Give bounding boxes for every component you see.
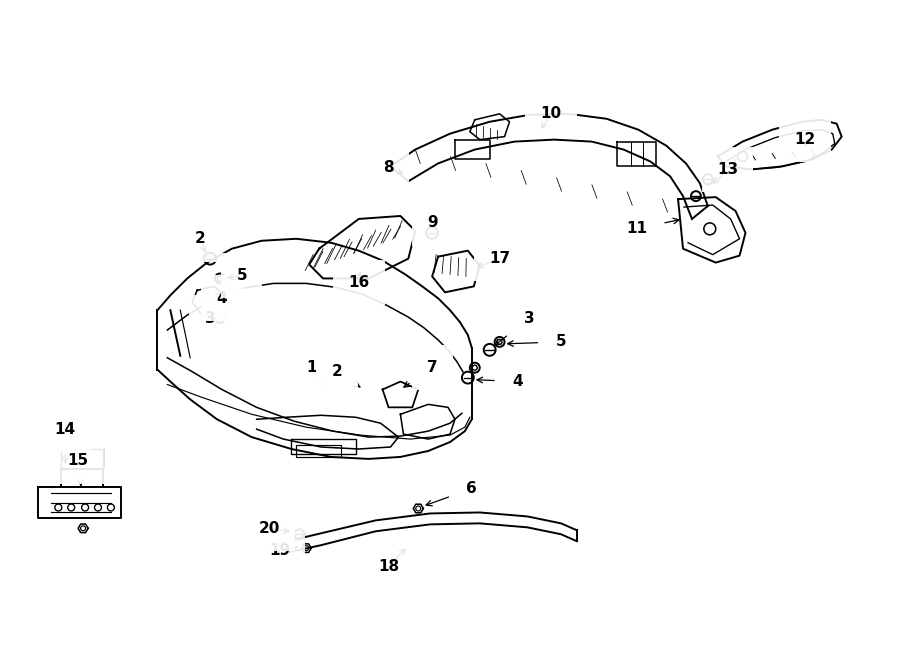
Text: 5: 5 [508,334,566,350]
Text: 2: 2 [331,364,360,387]
Text: 11: 11 [626,218,679,237]
Text: 7: 7 [404,360,437,387]
Text: 5: 5 [228,268,248,283]
Text: 8: 8 [383,160,402,175]
Text: 17: 17 [478,251,510,268]
Text: 18: 18 [378,549,405,574]
Text: 12: 12 [795,132,815,147]
Text: 3: 3 [495,311,535,345]
Text: 4: 4 [217,291,227,306]
Text: 10: 10 [541,106,562,128]
Text: 1: 1 [306,360,324,386]
Text: 6: 6 [427,481,477,506]
Text: 16: 16 [348,272,369,290]
Text: 13: 13 [714,162,738,183]
Text: 19: 19 [269,543,297,558]
Text: 9: 9 [427,215,437,231]
Text: 15: 15 [68,453,89,486]
Text: 14: 14 [55,422,76,463]
Text: 4: 4 [477,374,523,389]
Text: 2: 2 [194,231,206,252]
Text: 3: 3 [204,311,216,326]
Text: 20: 20 [259,521,289,536]
